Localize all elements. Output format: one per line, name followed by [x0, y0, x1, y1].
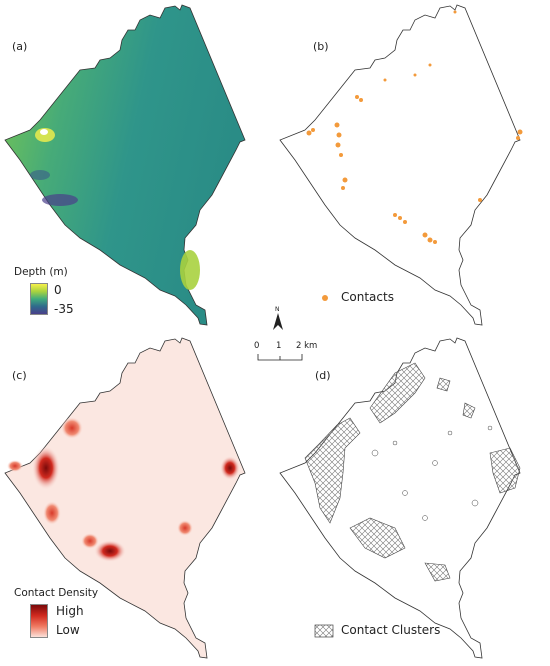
scale-bar-line [257, 354, 303, 361]
contact-points [306, 10, 523, 244]
density-color-ramp [30, 604, 48, 638]
hotspot-south [94, 540, 126, 562]
hotspot-east [220, 456, 240, 480]
density-legend-low: Low [56, 623, 80, 637]
north-letter: N [275, 306, 280, 313]
density-legend-title: Contact Density [14, 587, 99, 599]
contacts-map-svg [279, 4, 523, 326]
scale-tick-0: 0 [254, 341, 260, 351]
hotspot-south-2 [81, 533, 99, 549]
depth-legend-max: 0 [54, 283, 62, 297]
shallow-area [35, 128, 55, 142]
density-legend-high: High [56, 604, 84, 618]
clusters-legend-swatch [314, 624, 334, 638]
deep-area-1 [42, 194, 78, 206]
panel-label-c: (c) [12, 369, 27, 382]
scale-tick-1: 1 [276, 341, 282, 351]
panel-a-depth-map: (a) Depth (m) 0 -35 [0, 0, 275, 333]
contacts-legend-label: Contacts [341, 290, 394, 304]
hotspot-southwest [43, 501, 61, 525]
panel-label-d: (d) [315, 369, 331, 382]
scale-tick-2: 2 km [296, 341, 318, 351]
panel-label-a: (a) [12, 40, 28, 53]
cluster-polygons [304, 362, 521, 582]
clusters-map-svg [279, 337, 521, 659]
depth-color-ramp [30, 283, 48, 315]
depth-map-svg [4, 4, 246, 326]
scale-bar: 0 1 2 km [252, 336, 322, 366]
hotspot-far-west [7, 460, 23, 472]
small-cluster-outlines [371, 425, 493, 521]
clusters-legend-label: Contact Clusters [341, 623, 441, 637]
southern-arm-shallow [180, 250, 200, 290]
north-arrow: N [270, 306, 286, 334]
north-arrow-icon [273, 313, 283, 330]
panel-d-clusters-map: (d) Contact Clusters [275, 333, 550, 666]
depth-legend-min: -35 [54, 302, 74, 316]
contacts-legend-symbol [322, 295, 328, 301]
panel-b-contacts-map: (b) Contacts [275, 0, 550, 333]
panel-c-density-map: (c) Contact Density High Low [0, 333, 275, 666]
depth-legend-title: Depth (m) [14, 266, 68, 278]
hotspot-northwest [61, 417, 83, 439]
contacts-region [279, 4, 521, 326]
density-map-svg [4, 337, 246, 659]
hotspot-west [32, 446, 60, 490]
island-white [40, 129, 48, 135]
deep-area-2 [30, 170, 50, 180]
panel-label-b: (b) [313, 40, 329, 53]
hotspot-southeast [177, 520, 193, 536]
